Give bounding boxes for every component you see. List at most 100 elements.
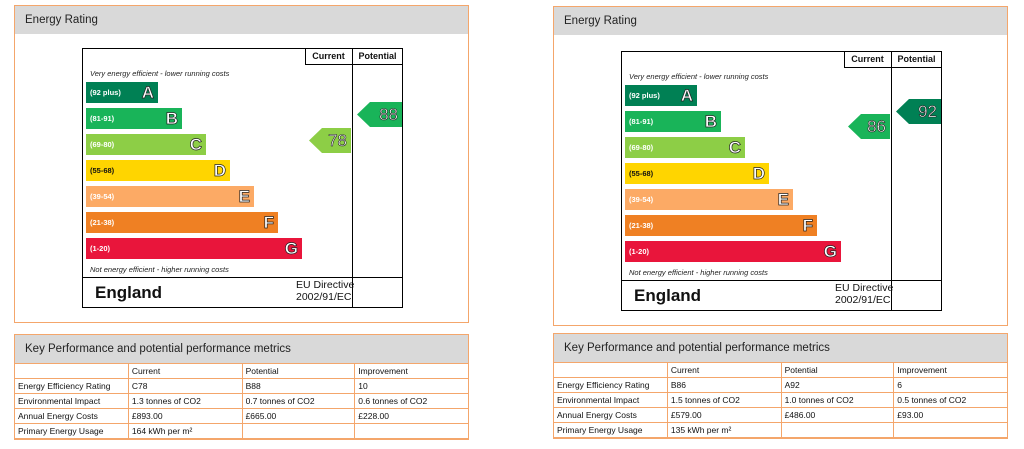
- kpi-cell: [354, 423, 469, 439]
- current-column-divider: [352, 49, 353, 307]
- kpi-row: Annual Energy Costs £579.00 £486.00 £93.00: [553, 407, 1008, 423]
- kpi-cell: 6: [893, 377, 1008, 393]
- potential-rating-arrow: 92: [896, 99, 941, 124]
- band-letter: B: [704, 112, 717, 131]
- kpi-row-label: Environmental Impact: [14, 393, 129, 409]
- efficient-note: Very energy efficient - lower running co…: [90, 69, 230, 78]
- band-letter: F: [263, 213, 274, 232]
- efficient-note: Very energy efficient - lower running co…: [629, 72, 769, 81]
- band-letter: E: [238, 187, 250, 206]
- kpi-column-header: Improvement: [893, 362, 1008, 378]
- eu-directive: EU Directive 2002/91/EC: [296, 279, 354, 303]
- current-column-header: Current: [312, 51, 345, 61]
- kpi-header: Key Performance and potential performanc…: [554, 334, 1007, 362]
- kpi-row: Primary Energy Usage 135 kWh per m²: [553, 422, 1008, 438]
- epc-chart: Current Potential Very energy efficient …: [82, 48, 403, 308]
- rating-band-a: (92 plus) A: [86, 82, 158, 103]
- rating-band-c: (69-80) C: [86, 134, 206, 155]
- band-range-label: (69-80): [629, 143, 654, 152]
- band-range-label: (21-38): [629, 221, 654, 230]
- kpi-cell: 164 kWh per m²: [127, 423, 243, 439]
- footer-divider: [83, 277, 402, 278]
- kpi-column-header: Improvement: [354, 363, 469, 379]
- band-letter: D: [213, 161, 226, 180]
- kpi-column-header: Current: [127, 363, 243, 379]
- kpi-cell: B88: [241, 378, 356, 394]
- band-letter: E: [777, 190, 789, 209]
- kpi-cell: 135 kWh per m²: [666, 422, 782, 438]
- kpi-table: Current Potential Improvement Energy Effic…: [553, 362, 1008, 438]
- band-range-label: (1-20): [90, 244, 111, 253]
- header-underline: [844, 67, 941, 68]
- kpi-table-head: Current Potential Improvement: [14, 363, 469, 379]
- band-letter: D: [752, 164, 765, 183]
- kpi-row-label: Annual Energy Costs: [14, 408, 129, 424]
- footer-divider: [622, 280, 941, 281]
- kpi-column-header: Potential: [241, 363, 356, 379]
- band-range-label: (55-68): [629, 169, 654, 178]
- eu-directive-line1: EU Directive: [296, 279, 355, 291]
- kpi-cell: 1.0 tonnes of CO2: [780, 392, 895, 408]
- kpi-cell: 1.3 tonnes of CO2: [127, 393, 243, 409]
- band-range-label: (69-80): [90, 140, 115, 149]
- band-letter: A: [680, 86, 693, 105]
- kpi-row-label: Primary Energy Usage: [14, 423, 129, 439]
- kpi-row: Primary Energy Usage 164 kWh per m²: [14, 423, 469, 439]
- rating-band-e: (39-54) E: [86, 186, 254, 207]
- kpi-cell: £228.00: [354, 408, 469, 424]
- current-rating-arrow: 86: [848, 114, 890, 139]
- kpi-row-label: Energy Efficiency Rating: [553, 377, 668, 393]
- energy-rating-header: Energy Rating: [15, 6, 468, 34]
- kpi-cell: £93.00: [893, 407, 1008, 423]
- kpi-table-head: Current Potential Improvement: [553, 362, 1008, 378]
- kpi-cell: C78: [127, 378, 243, 394]
- kpi-column-header: [14, 363, 129, 379]
- rating-band-f: (21-38) F: [625, 215, 817, 236]
- band-letter: A: [141, 83, 154, 102]
- eu-directive-line2: 2002/91/EC: [296, 291, 352, 303]
- energy-rating-panel-left: Energy Rating Current Potential Very ene…: [14, 5, 469, 323]
- kpi-cell: £486.00: [780, 407, 895, 423]
- kpi-panel-left: Key Performance and potential performanc…: [14, 334, 469, 440]
- potential-column-header: Potential: [897, 54, 936, 64]
- kpi-row-label: Energy Efficiency Rating: [14, 378, 129, 394]
- band-letter: G: [284, 239, 298, 258]
- band-range-label: (39-54): [629, 195, 654, 204]
- band-range-label: (55-68): [90, 166, 115, 175]
- rating-band-f: (21-38) F: [86, 212, 278, 233]
- country-label: England: [95, 283, 163, 302]
- kpi-panel-right: Key Performance and potential performanc…: [553, 333, 1008, 439]
- kpi-cell: £665.00: [241, 408, 356, 424]
- epc-chart: Current Potential Very energy efficient …: [621, 51, 942, 311]
- kpi-table-body: Energy Efficiency Rating B86 A92 6 Environme…: [553, 377, 1008, 438]
- band-letter: G: [823, 242, 837, 261]
- band-letter: C: [728, 138, 741, 157]
- header-underline: [305, 64, 402, 65]
- rating-band-c: (69-80) C: [625, 137, 745, 158]
- kpi-column-header: [553, 362, 668, 378]
- kpi-row: Annual Energy Costs £893.00 £665.00 £228.00: [14, 408, 469, 424]
- eu-directive-line2: 2002/91/EC: [835, 294, 891, 306]
- kpi-row: Environmental Impact 1.3 tonnes of CO2 0.7…: [14, 393, 469, 409]
- energy-rating-header: Energy Rating: [554, 7, 1007, 35]
- kpi-cell: 0.5 tonnes of CO2: [893, 392, 1008, 408]
- kpi-title: Key Performance and potential performanc…: [564, 342, 830, 354]
- rating-band-g: (1-20) G: [86, 238, 302, 259]
- energy-rating-title: Energy Rating: [25, 14, 98, 26]
- kpi-cell: £579.00: [666, 407, 782, 423]
- country-label: England: [634, 286, 702, 305]
- kpi-cell: 10: [354, 378, 469, 394]
- band-range-label: (81-91): [629, 117, 654, 126]
- kpi-table: Current Potential Improvement Energy Effic…: [14, 363, 469, 439]
- eu-directive-line1: EU Directive: [835, 282, 894, 294]
- header-divider: [305, 49, 306, 64]
- rating-band-b: (81-91) B: [625, 111, 721, 132]
- kpi-cell: 1.5 tonnes of CO2: [666, 392, 782, 408]
- kpi-row: Environmental Impact 1.5 tonnes of CO2 1.0…: [553, 392, 1008, 408]
- rating-band-a: (92 plus) A: [625, 85, 697, 106]
- band-range-label: (21-38): [90, 218, 115, 227]
- rating-band-g: (1-20) G: [625, 241, 841, 262]
- kpi-row-label: Primary Energy Usage: [553, 422, 668, 438]
- kpi-cell: [893, 422, 1008, 438]
- band-range-label: (92 plus): [90, 88, 121, 97]
